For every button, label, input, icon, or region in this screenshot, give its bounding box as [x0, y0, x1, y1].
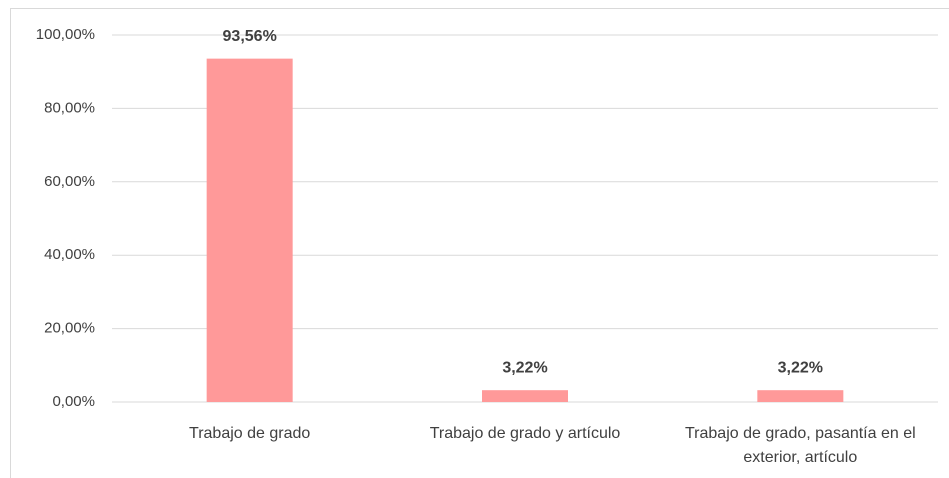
y-tick-label: 100,00% [36, 26, 95, 43]
data-label: 3,22% [502, 359, 547, 376]
y-tick-label: 80,00% [44, 99, 95, 116]
y-tick-label: 60,00% [44, 173, 95, 190]
x-tick-label: Trabajo de grado, pasantía en el exterio… [684, 425, 916, 466]
x-tick-label: Trabajo de grado [189, 425, 311, 442]
y-tick-label: 20,00% [44, 320, 95, 337]
x-tick-label: Trabajo de grado y artículo [429, 425, 621, 442]
data-label: 3,22% [778, 359, 823, 376]
data-label: 93,56% [223, 28, 277, 45]
y-tick-label: 40,00% [44, 246, 95, 263]
bar [757, 390, 844, 402]
y-tick-label: 0,00% [52, 393, 95, 410]
bar [206, 58, 293, 403]
bar [482, 390, 568, 402]
chart-border [10, 8, 949, 478]
